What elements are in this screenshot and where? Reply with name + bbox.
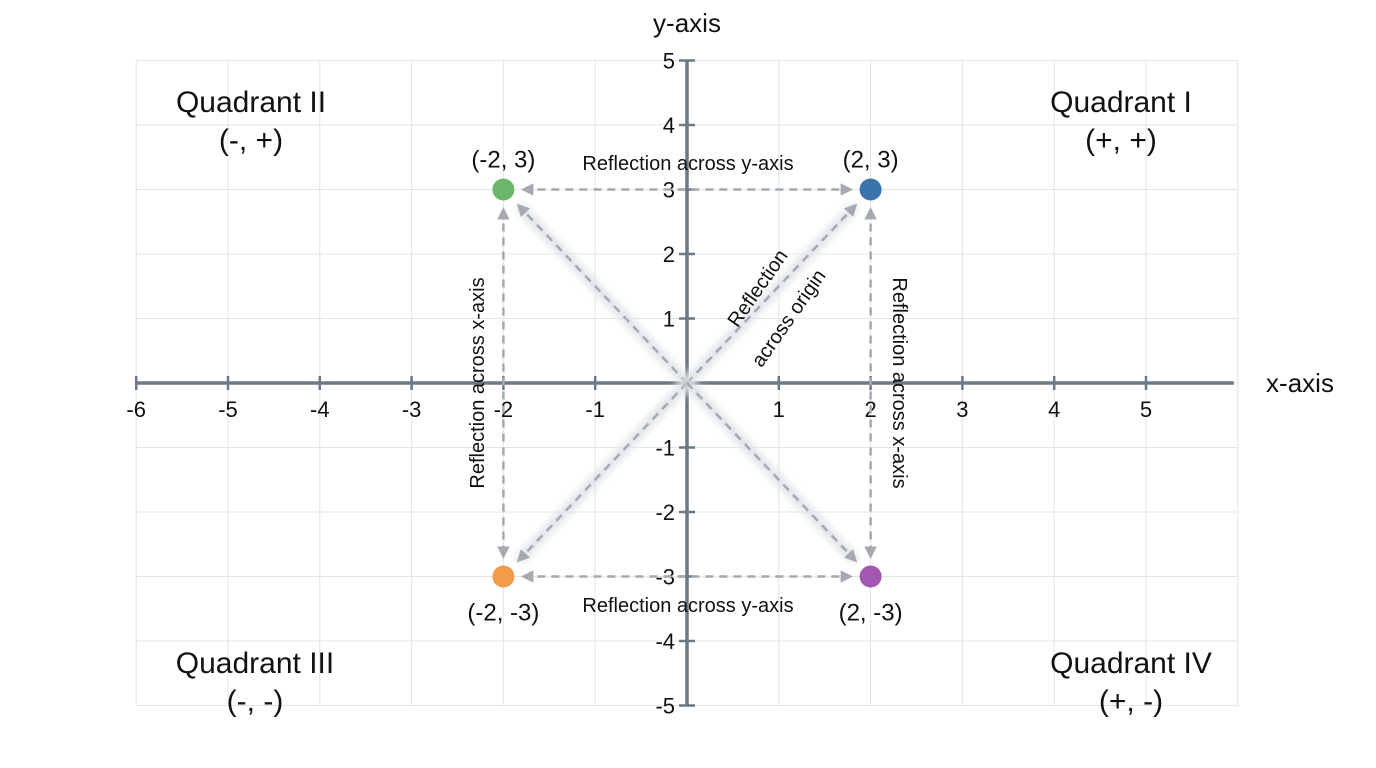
- quadrant-signs: (+, +): [1085, 124, 1157, 157]
- y-axis-label: y-axis: [653, 8, 721, 38]
- y-tick-label: -4: [655, 629, 675, 654]
- x-tick-label: -5: [218, 397, 238, 422]
- reflection-arrows: [497, 183, 877, 583]
- x-tick-label: -4: [310, 397, 330, 422]
- point-label: (2, 3): [843, 147, 899, 174]
- arrow-origin-reflection: [516, 203, 688, 384]
- arrow-origin-reflection-glow: [514, 202, 691, 387]
- annotation-right: Reflection across x-axis: [888, 277, 910, 488]
- point-label: (2, -3): [839, 600, 903, 627]
- annotation-top: Reflection across y-axis: [582, 153, 793, 175]
- annotation-left: Reflection across x-axis: [467, 277, 489, 488]
- arrow-origin-reflection: [686, 203, 858, 384]
- y-tick-label: 5: [663, 49, 675, 74]
- x-tick-label: -3: [402, 397, 422, 422]
- x-tick-label: -6: [126, 397, 146, 422]
- arrow-origin-reflection: [516, 382, 688, 563]
- point-marker: [492, 565, 515, 588]
- x-tick-label: 3: [956, 397, 968, 422]
- points: (-2, 3) (2, 3) (-2, -3) (2, -3): [467, 147, 902, 627]
- point-label: (-2, -3): [467, 600, 539, 627]
- arrow-origin-reflection-glow: [683, 379, 860, 564]
- point-label: (-2, 3): [471, 147, 535, 174]
- y-tick-label: 4: [663, 113, 675, 138]
- x-axis-label: x-axis: [1266, 368, 1334, 398]
- quadrant-signs: (+, -): [1099, 685, 1163, 718]
- quadrant-name: Quadrant II: [176, 86, 326, 119]
- quadrant-name: Quadrant IV: [1050, 647, 1212, 680]
- y-tick-label: 2: [663, 242, 675, 267]
- quadrant-name: Quadrant I: [1050, 86, 1192, 119]
- point-marker: [859, 565, 882, 588]
- quadrant-name: Quadrant III: [176, 647, 334, 680]
- annotation-bottom: Reflection across y-axis: [582, 595, 793, 617]
- x-tick-label: -1: [585, 397, 605, 422]
- y-tick-label: -1: [655, 436, 675, 461]
- arrow-origin-reflection: [686, 382, 858, 563]
- y-tick-label: -5: [655, 694, 675, 719]
- point-marker: [859, 178, 882, 201]
- x-tick-label: 4: [1048, 397, 1060, 422]
- y-tick-label: 1: [663, 307, 675, 332]
- y-tick-label: -2: [655, 500, 675, 525]
- point-marker: [492, 178, 515, 201]
- quadrant-signs: (-, -): [227, 685, 284, 718]
- x-tick-label: 1: [773, 397, 785, 422]
- quadrant-signs: (-, +): [219, 124, 283, 157]
- x-tick-label: 5: [1140, 397, 1152, 422]
